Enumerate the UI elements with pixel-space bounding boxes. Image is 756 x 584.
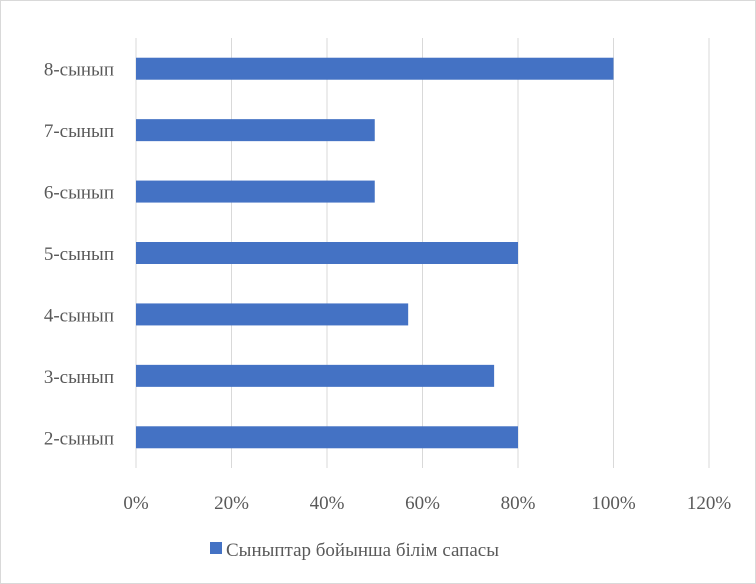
bar: [136, 180, 375, 203]
bar: [136, 303, 409, 326]
bar: [136, 57, 614, 80]
category-label: 3-сынып: [44, 367, 114, 388]
category-label: 7-сынып: [44, 121, 114, 142]
x-tick-label: 20%: [214, 493, 249, 514]
category-label: 6-сынып: [44, 183, 114, 204]
legend-label: Сыныптар бойынша білім сапасы: [226, 540, 499, 561]
bar: [136, 364, 495, 387]
category-label: 8-сынып: [44, 60, 114, 81]
x-tick-labels: 0% 20% 40% 60% 80% 100% 120%: [123, 493, 731, 514]
legend: Сыныптар бойынша білім сапасы: [210, 540, 499, 561]
legend-swatch: [210, 542, 222, 554]
x-tick-label: 80%: [501, 493, 536, 514]
category-label: 5-сынып: [44, 244, 114, 265]
x-tick-label: 100%: [591, 493, 636, 514]
x-tick-label: 120%: [687, 493, 732, 514]
bar: [136, 426, 518, 449]
x-tick-label: 0%: [123, 493, 149, 514]
bar: [136, 119, 375, 142]
category-labels: 2-сынып 3-сынып 4-сынып 5-сынып 6-сынып 7-сын…: [44, 60, 114, 450]
category-label: 4-сынып: [44, 305, 114, 326]
bars: [136, 57, 614, 449]
x-tick-label: 40%: [310, 493, 345, 514]
category-label: 2-сынып: [44, 428, 114, 449]
bar: [136, 242, 518, 264]
x-tick-label: 60%: [405, 493, 440, 514]
